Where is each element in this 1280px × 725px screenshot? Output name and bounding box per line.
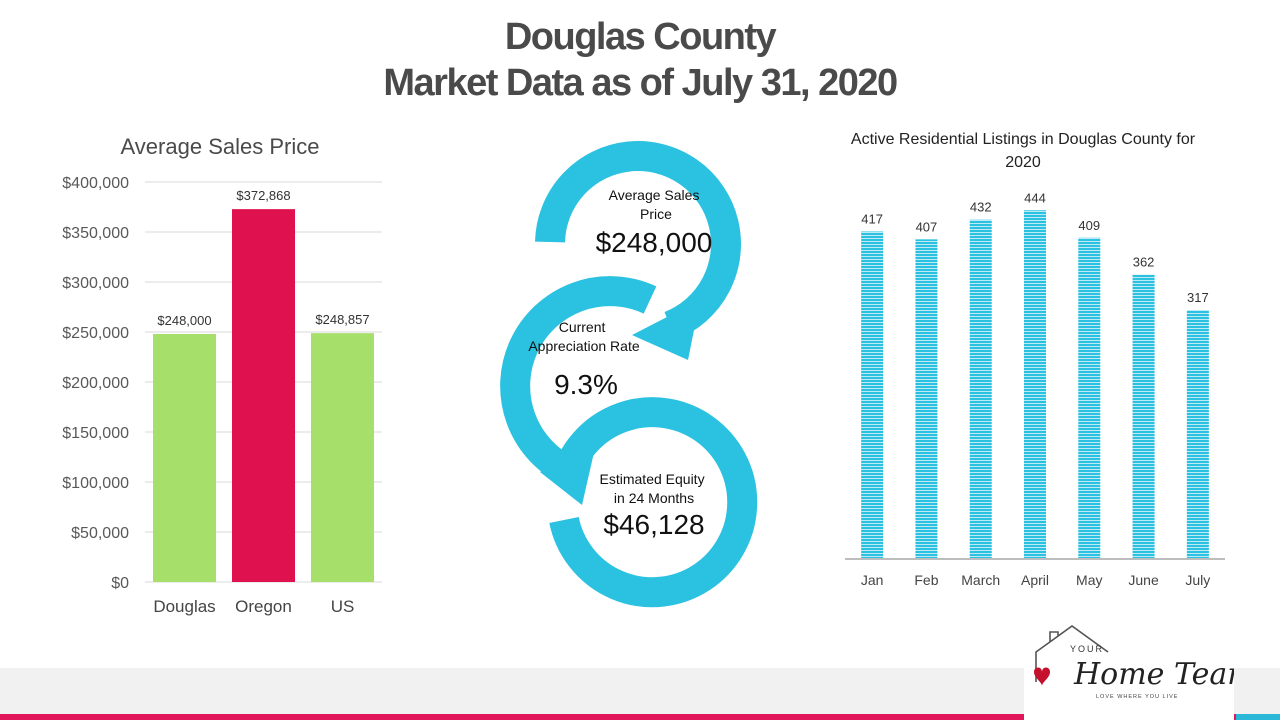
bar-oregon [232, 209, 295, 582]
arrow-arc-middle [500, 276, 657, 486]
average-sales-price-chart: Average Sales Price $0 $50,000 $100,000 $15… [62, 134, 382, 616]
page-title-line1: Douglas County [504, 16, 777, 58]
heart-icon [1034, 667, 1050, 686]
x-tick-label: July [1185, 572, 1210, 588]
y-tick-label: $400,000 [62, 175, 129, 192]
x-tick-label: Jan [861, 572, 884, 588]
bar-us [311, 333, 374, 582]
arrowhead-top [632, 300, 700, 360]
x-tick-label: Feb [914, 572, 938, 588]
logo-tagline: LOVE WHERE YOU LIVE [1096, 694, 1178, 700]
step1-value: $248,000 [596, 227, 713, 258]
x-tick-label: April [1021, 572, 1049, 588]
step2-label: Current Appreciation Rate [528, 319, 640, 354]
footer-accent-pink [0, 714, 1240, 720]
x-tick-label: March [961, 572, 1000, 588]
arrowhead-middle [540, 448, 595, 505]
x-tick-label: Oregon [235, 597, 292, 616]
y-tick-label: $350,000 [62, 225, 129, 242]
bar-july [1186, 310, 1209, 559]
your-home-team-logo: YOUR Home Team LOVE WHERE YOU LIVE [1024, 622, 1256, 720]
bar-april [1024, 210, 1046, 559]
y-tick-label: $300,000 [62, 275, 129, 292]
footer-accent-cyan [1236, 714, 1280, 720]
chart-title-line2: 2020 [1005, 154, 1041, 171]
data-label: $248,000 [157, 313, 211, 328]
y-tick-label: $250,000 [62, 325, 129, 342]
bar-may [1078, 237, 1101, 559]
bar-jan [861, 231, 884, 559]
step1-label: Average Sales Price [609, 187, 704, 222]
equity-infographic: Average Sales Price $248,000 Current App… [500, 141, 758, 608]
bar-march [969, 219, 992, 559]
y-tick-label: $100,000 [62, 475, 129, 492]
data-label: 317 [1187, 290, 1209, 305]
data-label: $248,857 [315, 312, 369, 327]
data-label: 407 [916, 219, 938, 234]
data-label: 362 [1133, 255, 1155, 270]
x-tick-label: Douglas [153, 597, 215, 616]
chart-title: Average Sales Price [121, 134, 320, 159]
x-tick-label: June [1128, 572, 1159, 588]
y-tick-label: $0 [111, 575, 129, 592]
x-tick-label: May [1076, 572, 1102, 588]
y-tick-label: $200,000 [62, 375, 129, 392]
bar-feb [915, 239, 938, 559]
data-label: 417 [861, 211, 883, 226]
logo-home-team: Home Team [1073, 657, 1234, 692]
chart-title-line1: Active Residential Listings in Douglas C… [851, 131, 1196, 148]
page-title: Douglas County Market Data as of July 31… [0, 14, 1280, 106]
data-label: $372,868 [236, 188, 290, 203]
bar-douglas [153, 334, 216, 582]
step2-value: 9.3% [554, 369, 618, 400]
page-title-line2: Market Data as of July 31, 2020 [383, 62, 898, 104]
data-label: 444 [1024, 190, 1046, 205]
bar-june [1132, 274, 1155, 559]
data-label: 409 [1078, 218, 1100, 233]
arrow-arc-bottom [549, 397, 758, 608]
arrow-arc-top [535, 141, 741, 340]
y-tick-label: $50,000 [71, 525, 129, 542]
step3-label: Estimated Equity in 24 Months [600, 471, 709, 506]
logo-your: YOUR [1070, 644, 1104, 654]
y-tick-label: $150,000 [62, 425, 129, 442]
house-outline-icon [1035, 625, 1109, 682]
x-tick-label: US [331, 597, 355, 616]
step3-value: $46,128 [603, 509, 704, 540]
data-label: 432 [970, 200, 992, 215]
active-listings-chart: Active Residential Listings in Douglas C… [845, 131, 1225, 588]
